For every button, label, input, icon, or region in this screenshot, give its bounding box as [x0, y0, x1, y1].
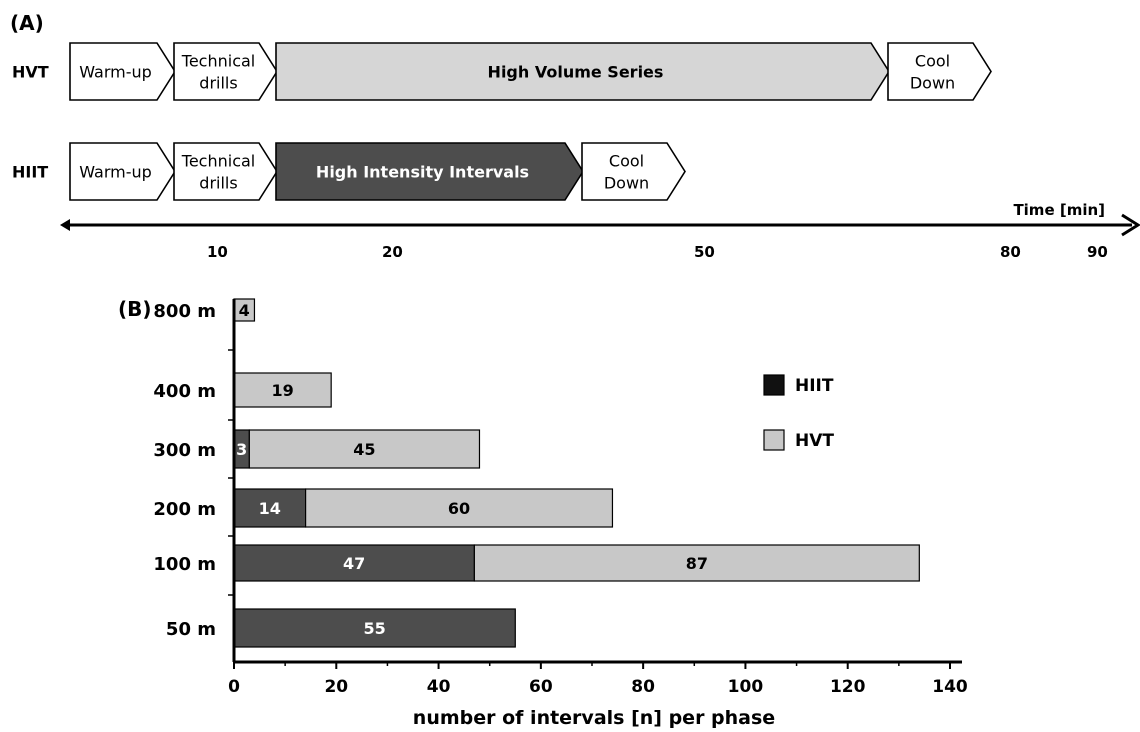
legend-label: HIIT [795, 376, 834, 396]
phase-label: Cool [915, 52, 950, 71]
phase-arrow [275, 142, 584, 201]
bar-hiit [233, 608, 516, 648]
x-tick-label: 0 [228, 677, 240, 697]
time-tick-label: 50 [694, 243, 715, 261]
time-axis-label: Time [min] [1013, 201, 1105, 219]
category-label: 50 m [166, 619, 216, 640]
x-tick-label: 40 [427, 677, 451, 697]
time-tick-label: 10 [207, 243, 228, 261]
time-axis-arrow [1121, 213, 1140, 237]
phase-label: High Intensity Intervals [316, 163, 529, 182]
panel-b-label: (B) [118, 297, 152, 321]
legend-label: HVT [795, 431, 834, 451]
phase-arrow [887, 42, 992, 101]
phase-arrow [581, 142, 686, 201]
data-label: 14 [259, 499, 281, 518]
phase-arrow [173, 142, 278, 201]
category-label: 100 m [153, 554, 216, 575]
row-hvt: HVT Warm-up Technical drills High Volume Ser… [12, 42, 992, 101]
data-label: 87 [686, 554, 708, 573]
x-tick-label: 20 [324, 677, 348, 697]
row-label: HIIT [12, 163, 48, 182]
data-label: 47 [343, 554, 365, 573]
time-axis: Time [min] 10 20 50 80 90 [60, 201, 1140, 261]
data-label: 55 [364, 619, 386, 638]
phase-label: drills [199, 174, 237, 193]
panel-a: (A) HVT Warm-up Technical drills High Volume… [10, 11, 1140, 261]
time-tick-label: 90 [1087, 243, 1108, 261]
panel-a-label: (A) [10, 11, 44, 35]
phase-label: Technical [181, 152, 255, 171]
legend-swatch [763, 429, 785, 451]
bar-hiit [233, 544, 475, 582]
category-label: 800 m [153, 301, 216, 322]
x-tick-label: 80 [631, 677, 655, 697]
x-tick-label: 120 [830, 677, 866, 697]
phase-label: High Volume Series [488, 63, 664, 82]
data-label: 60 [448, 499, 470, 518]
x-tick-label: 100 [728, 677, 764, 697]
panel-b: (B) 4 19 3 45 14 60 47 87 55 800 m 400 m 300 m 200 … [118, 297, 968, 729]
data-label: 3 [236, 440, 247, 459]
x-tick-label: 60 [529, 677, 553, 697]
legend-swatch [763, 374, 785, 396]
phase-label: Cool [609, 152, 644, 171]
phase-label: Warm-up [79, 63, 152, 82]
phase-label: Technical [181, 52, 255, 71]
data-label: 4 [239, 301, 250, 320]
time-tick-label: 20 [382, 243, 403, 261]
bars: 4 19 3 45 14 60 47 87 55 [233, 298, 920, 648]
phase-label: Warm-up [79, 163, 152, 182]
phase-label: Down [604, 174, 649, 193]
row-hiit: HIIT Warm-up Technical drills High Intensity… [12, 142, 686, 201]
category-label: 200 m [153, 499, 216, 520]
phase-rows: HVT Warm-up Technical drills High Volume Ser… [12, 42, 992, 201]
bar-hvt [233, 372, 332, 408]
data-label: 45 [353, 440, 375, 459]
phase-arrow [275, 42, 890, 101]
row-label: HVT [12, 63, 49, 82]
legend: HIIT HVT [763, 374, 834, 451]
phase-arrow [173, 42, 278, 101]
category-label: 300 m [153, 440, 216, 461]
x-axis-title: number of intervals [n] per phase [413, 707, 775, 729]
time-axis-start-marker [60, 219, 70, 231]
bar-hvt [305, 488, 614, 528]
phase-arrow [69, 142, 176, 201]
time-axis-ticks: 10 20 50 80 90 [207, 243, 1108, 261]
category-label: 400 m [153, 381, 216, 402]
axes: 800 m 400 m 300 m 200 m 100 m 50 m 0 20 40 60 80 10… [153, 299, 968, 697]
phase-label: drills [199, 74, 237, 93]
bar-hvt [248, 429, 481, 469]
data-label: 19 [271, 381, 293, 400]
phase-arrow [69, 42, 176, 101]
x-tick-label: 140 [932, 677, 968, 697]
phase-label: Down [910, 74, 955, 93]
bar-hvt [473, 544, 920, 582]
time-tick-label: 80 [1000, 243, 1021, 261]
